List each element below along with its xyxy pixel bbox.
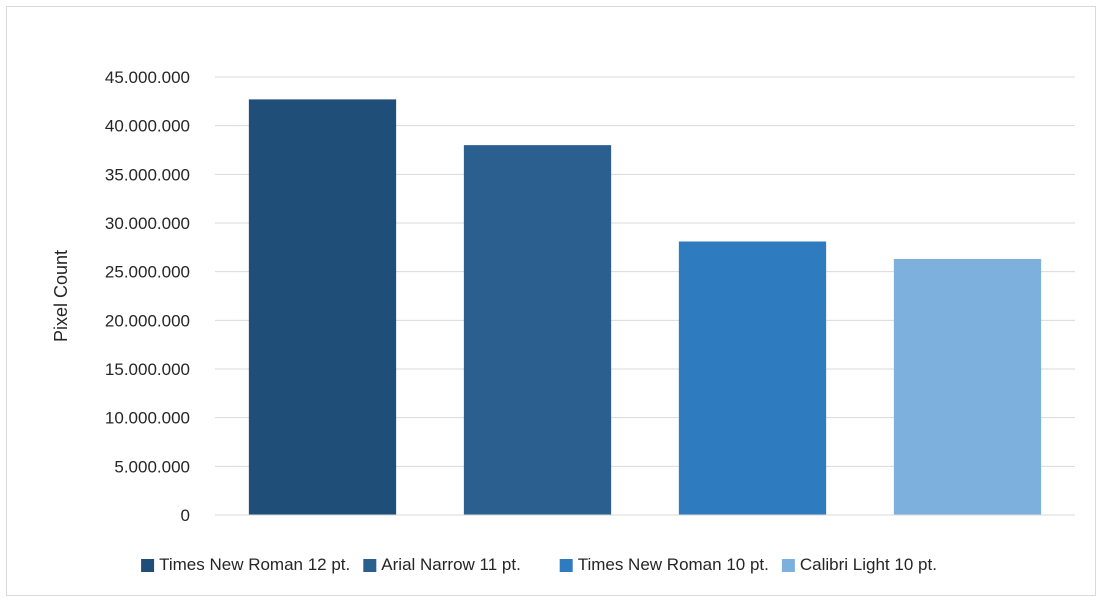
legend-label: Calibri Light 10 pt. bbox=[800, 555, 937, 574]
legend: Times New Roman 12 pt. Arial Narrow 11 pt… bbox=[141, 555, 937, 574]
y-tick-label: 40.000.000 bbox=[105, 117, 190, 136]
legend-swatch bbox=[141, 559, 155, 572]
bars bbox=[248, 99, 1042, 516]
y-tick-label: 35.000.000 bbox=[105, 165, 190, 184]
y-tick-label: 25.000.000 bbox=[105, 263, 190, 282]
legend-label: Arial Narrow 11 pt. bbox=[381, 555, 521, 574]
legend-swatch bbox=[363, 559, 377, 572]
legend-label: Times New Roman 10 pt. bbox=[578, 555, 769, 574]
y-tick-label: 30.000.000 bbox=[105, 214, 190, 233]
bar bbox=[678, 241, 827, 515]
bar bbox=[893, 259, 1042, 515]
legend-swatch bbox=[781, 559, 795, 572]
legend-swatch bbox=[559, 559, 573, 572]
y-tick-label: 0 bbox=[181, 506, 190, 525]
bar bbox=[463, 145, 612, 515]
y-tick-label: 15.000.000 bbox=[105, 360, 190, 379]
y-tick-label: 20.000.000 bbox=[105, 311, 190, 330]
y-axis-label: Pixel Count bbox=[51, 250, 71, 342]
bar bbox=[248, 99, 397, 516]
y-tick-label: 10.000.000 bbox=[105, 409, 190, 428]
y-tick-label: 5.000.000 bbox=[114, 457, 190, 476]
y-tick-label: 45.000.000 bbox=[105, 68, 190, 87]
y-axis-ticks: 0 5.000.000 10.000.000 15.000.000 20.000.000… bbox=[105, 68, 190, 525]
legend-label: Times New Roman 12 pt. bbox=[159, 555, 350, 574]
